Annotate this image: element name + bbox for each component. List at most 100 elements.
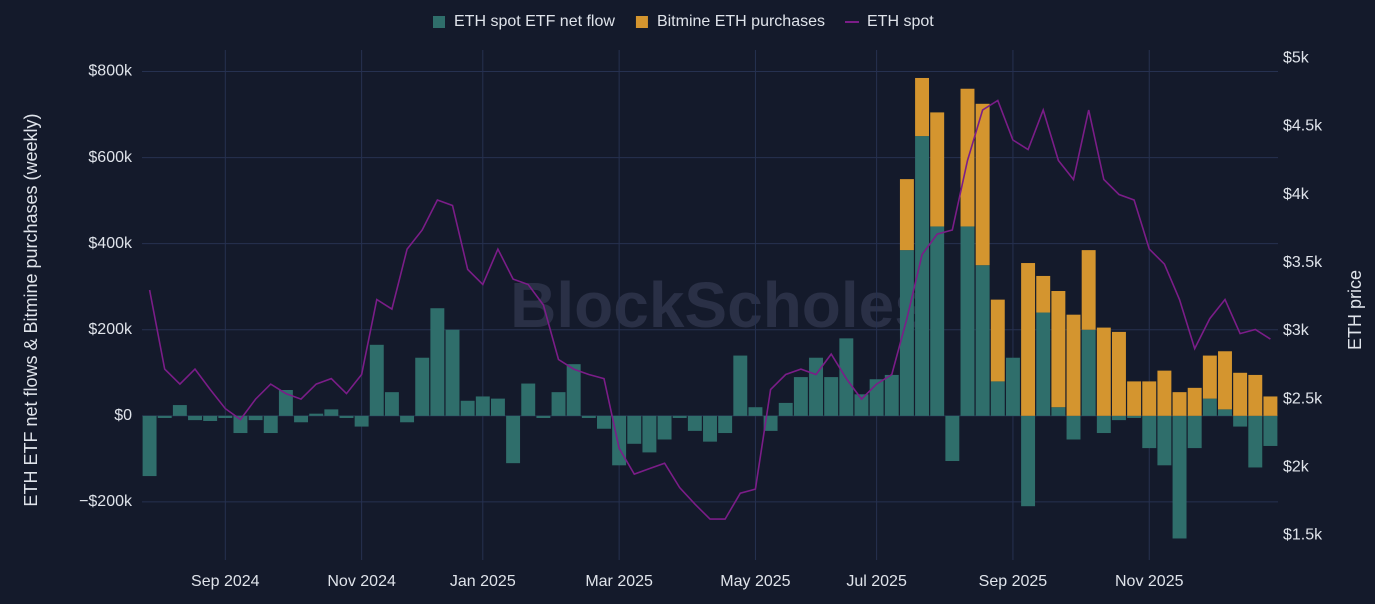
x-tick-label: Sep 2025	[979, 573, 1048, 590]
bar	[1263, 415, 1278, 446]
bar	[899, 250, 914, 416]
bar	[793, 377, 808, 416]
bar	[809, 357, 823, 416]
bar	[1218, 351, 1232, 410]
bar	[642, 415, 657, 453]
bar	[718, 415, 733, 434]
bar	[506, 415, 521, 464]
bar	[263, 415, 278, 434]
legend-label: ETH spot	[867, 13, 934, 30]
bar	[1218, 409, 1232, 416]
y2-tick-label: $5k	[1283, 49, 1310, 66]
bar	[354, 415, 369, 427]
bar	[1187, 387, 1202, 416]
bar	[1248, 415, 1263, 468]
bar	[248, 415, 263, 421]
bar	[1081, 250, 1096, 330]
y-tick-label: −$200k	[79, 493, 133, 510]
bar	[551, 392, 566, 416]
bar	[945, 415, 960, 462]
x-tick-label: May 2025	[720, 573, 790, 590]
bar	[657, 415, 672, 440]
bar	[1263, 396, 1278, 416]
bar	[1233, 415, 1248, 427]
bar	[339, 415, 354, 418]
y2-tick-label: $4k	[1283, 186, 1310, 203]
bar	[1202, 398, 1217, 416]
watermark: BlockScholes	[510, 269, 930, 341]
y2-tick-label: $4.5k	[1283, 118, 1323, 135]
bar	[203, 415, 218, 421]
y2-tick-label: $3.5k	[1283, 254, 1323, 271]
bar	[627, 415, 642, 444]
y-tick-label: $200k	[88, 321, 133, 338]
legend-label: Bitmine ETH purchases	[657, 13, 825, 30]
y2-tick-label: $1.5k	[1283, 527, 1323, 544]
bar	[884, 374, 899, 416]
bar	[990, 299, 1005, 382]
bar	[1111, 415, 1126, 421]
bar	[839, 338, 854, 416]
bar	[975, 265, 990, 416]
bar	[581, 415, 596, 418]
bar	[324, 409, 339, 416]
bar	[960, 88, 975, 227]
bar	[1248, 374, 1263, 416]
bar	[1142, 381, 1157, 416]
bar	[536, 415, 551, 418]
bar	[960, 226, 975, 416]
x-tick-label: Nov 2025	[1115, 573, 1184, 590]
bar	[1157, 370, 1172, 416]
bar	[400, 415, 415, 423]
bar	[369, 344, 384, 416]
bar	[218, 415, 233, 418]
bar	[733, 355, 748, 416]
bar	[188, 415, 202, 421]
x-tick-label: Sep 2024	[191, 573, 260, 590]
bar	[1081, 329, 1096, 416]
bar	[475, 396, 490, 416]
bar	[687, 415, 702, 431]
y-tick-label: $0	[114, 407, 132, 424]
y2-tick-label: $2k	[1283, 458, 1310, 475]
bar	[278, 390, 293, 416]
bar	[490, 398, 505, 416]
bar	[415, 357, 430, 416]
bar	[703, 415, 717, 442]
x-tick-label: Jul 2025	[846, 573, 907, 590]
bar	[1066, 314, 1081, 416]
bar	[1005, 357, 1020, 416]
bar	[778, 402, 793, 416]
y2-tick-label: $3k	[1283, 322, 1310, 339]
bar	[566, 364, 581, 416]
bar	[142, 415, 157, 477]
bar	[915, 77, 930, 137]
bar	[1051, 407, 1066, 416]
bar	[445, 329, 460, 416]
bar	[915, 136, 930, 416]
bar	[763, 415, 778, 431]
bar	[930, 112, 945, 227]
bar	[294, 415, 309, 423]
bar	[1096, 415, 1111, 434]
bar	[384, 392, 399, 416]
x-tick-label: Jan 2025	[450, 573, 516, 590]
bar	[1021, 263, 1036, 416]
bar	[824, 377, 839, 416]
bar	[1127, 415, 1142, 418]
y-tick-label: $400k	[88, 235, 133, 252]
bar	[1111, 331, 1126, 416]
bar	[1142, 415, 1157, 449]
bar	[990, 381, 1005, 416]
bar	[930, 226, 945, 416]
bar	[521, 383, 536, 416]
bar	[1051, 291, 1066, 408]
y-axis-title: ETH ETF net flows & Bitmine purchases (w…	[21, 113, 41, 506]
bar	[1172, 392, 1187, 416]
bar	[1127, 381, 1142, 416]
bar	[597, 415, 611, 429]
bar	[975, 103, 990, 266]
bar	[672, 415, 687, 418]
